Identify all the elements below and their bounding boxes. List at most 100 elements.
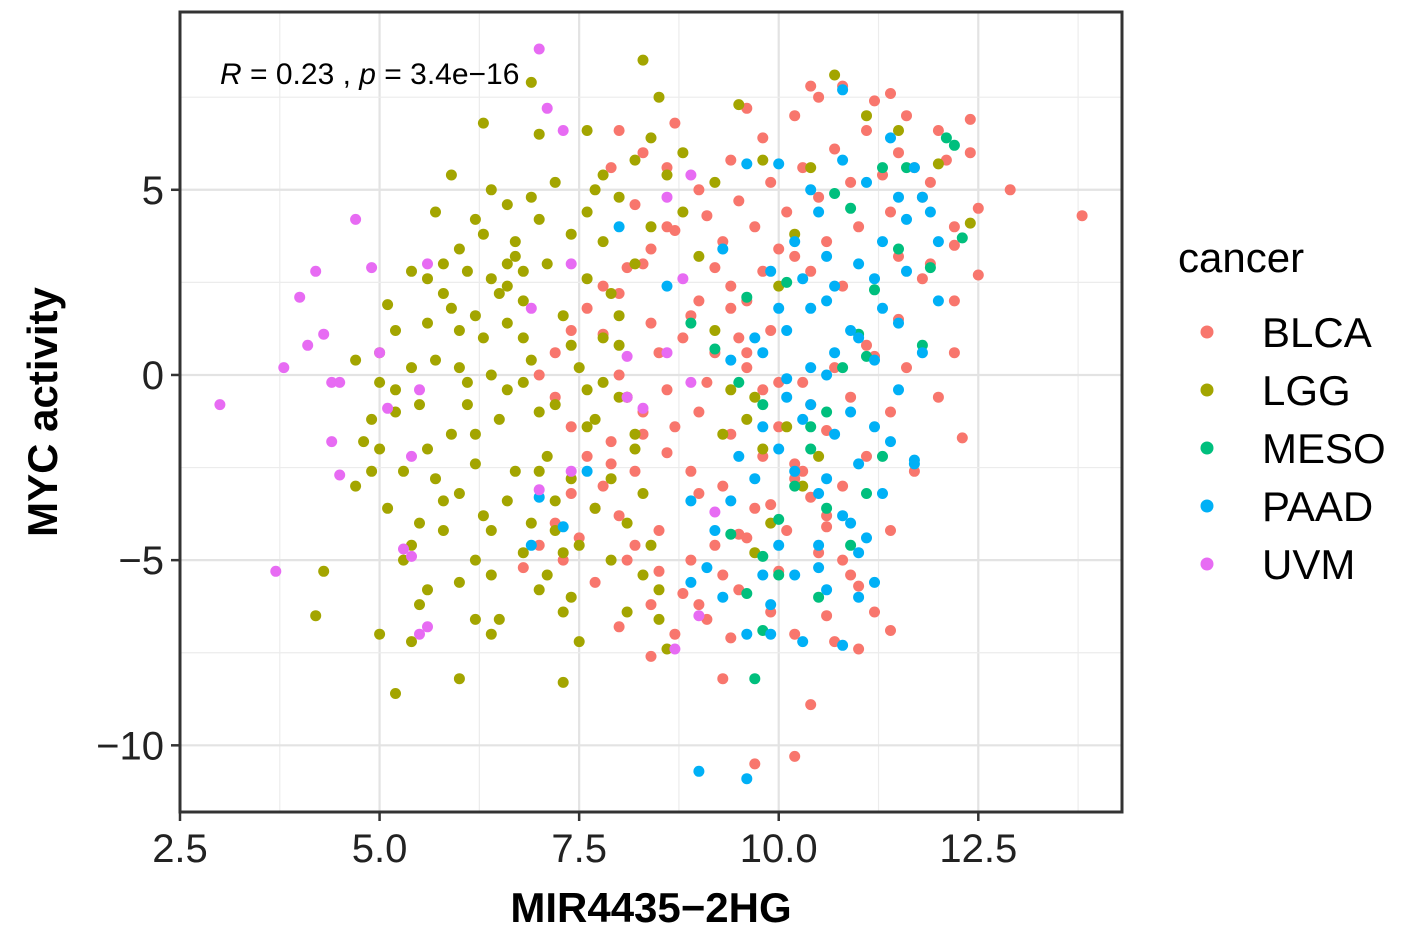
point-lgg	[501, 495, 513, 507]
point-lgg	[621, 517, 633, 529]
point-lgg	[757, 154, 769, 166]
point-lgg	[557, 606, 569, 618]
point-lgg	[597, 332, 609, 344]
point-uvm	[661, 347, 673, 359]
point-blca	[829, 362, 841, 374]
point-lgg	[445, 169, 457, 181]
point-blca	[956, 432, 968, 444]
point-paad	[845, 517, 857, 529]
point-lgg	[525, 76, 537, 88]
point-lgg	[390, 688, 401, 699]
point-paad	[829, 347, 841, 359]
point-uvm	[685, 376, 697, 388]
point-lgg	[717, 428, 729, 440]
point-lgg	[581, 384, 593, 396]
point-blca	[789, 628, 801, 640]
point-blca	[845, 391, 857, 403]
point-lgg	[565, 591, 577, 603]
point-lgg	[469, 213, 481, 225]
point-paad	[709, 525, 721, 536]
point-lgg	[629, 428, 641, 440]
x-tick-label: 2.5	[152, 827, 208, 871]
point-blca	[789, 250, 801, 262]
point-lgg	[653, 613, 665, 625]
point-paad	[717, 243, 729, 255]
point-blca	[565, 421, 577, 433]
point-blca	[916, 273, 928, 285]
point-lgg	[422, 273, 433, 285]
point-meso	[837, 362, 849, 374]
point-blca	[749, 502, 761, 514]
point-blca	[773, 243, 785, 255]
point-blca	[605, 436, 617, 448]
point-lgg	[525, 191, 537, 203]
point-meso	[757, 399, 769, 411]
point-blca	[653, 347, 665, 359]
point-lgg	[557, 310, 569, 322]
point-lgg	[557, 676, 569, 688]
point-lgg	[893, 125, 904, 136]
point-uvm	[669, 643, 681, 655]
point-meso	[741, 291, 753, 303]
point-paad	[893, 317, 904, 329]
point-blca	[885, 625, 896, 636]
point-blca	[837, 554, 849, 566]
point-blca	[837, 280, 849, 292]
point-paad	[765, 265, 777, 277]
point-blca	[709, 262, 721, 274]
point-blca	[821, 236, 833, 248]
point-paad	[757, 347, 769, 359]
point-paad	[773, 302, 785, 314]
point-blca	[789, 750, 801, 762]
point-meso	[805, 421, 817, 433]
point-lgg	[757, 443, 769, 455]
point-blca	[725, 428, 737, 440]
point-blca	[861, 339, 872, 351]
y-tick-label: −10	[96, 724, 164, 768]
point-lgg	[581, 421, 593, 433]
point-lgg	[461, 399, 473, 411]
point-uvm	[693, 610, 705, 622]
point-blca	[813, 91, 825, 103]
point-blca	[837, 480, 849, 492]
point-uvm	[661, 191, 673, 203]
point-paad	[853, 547, 865, 559]
point-blca	[765, 499, 777, 511]
point-uvm	[398, 543, 409, 555]
point-paad	[797, 273, 809, 285]
point-lgg	[533, 128, 545, 140]
point-blca	[932, 125, 944, 136]
point-blca	[781, 525, 793, 536]
point-blca	[645, 317, 657, 329]
point-blca	[797, 465, 809, 477]
point-paad	[877, 302, 888, 314]
point-lgg	[597, 236, 609, 248]
point-meso	[924, 262, 936, 274]
point-uvm	[565, 258, 577, 270]
point-blca	[717, 569, 729, 581]
point-lgg	[366, 465, 378, 477]
point-paad	[837, 84, 849, 96]
point-meso	[813, 591, 825, 603]
point-meso	[948, 139, 960, 151]
legend-label-meso: MESO	[1262, 425, 1386, 472]
point-lgg	[477, 332, 489, 344]
point-blca	[693, 599, 705, 611]
point-paad	[701, 562, 713, 574]
point-lgg	[422, 317, 433, 329]
point-uvm	[621, 391, 633, 403]
point-blca	[629, 199, 641, 211]
point-blca	[621, 554, 633, 566]
stat-annotation: R = 0.23 , p = 3.4e−16	[220, 58, 519, 91]
point-blca	[677, 332, 689, 344]
point-lgg	[469, 428, 481, 440]
point-blca	[797, 162, 809, 174]
point-lgg	[613, 391, 625, 403]
point-paad	[813, 539, 825, 551]
point-paad	[908, 454, 920, 466]
point-blca	[821, 610, 833, 622]
point-uvm	[533, 484, 545, 496]
point-blca	[773, 421, 785, 433]
point-meso	[725, 528, 737, 540]
point-paad	[613, 221, 625, 233]
